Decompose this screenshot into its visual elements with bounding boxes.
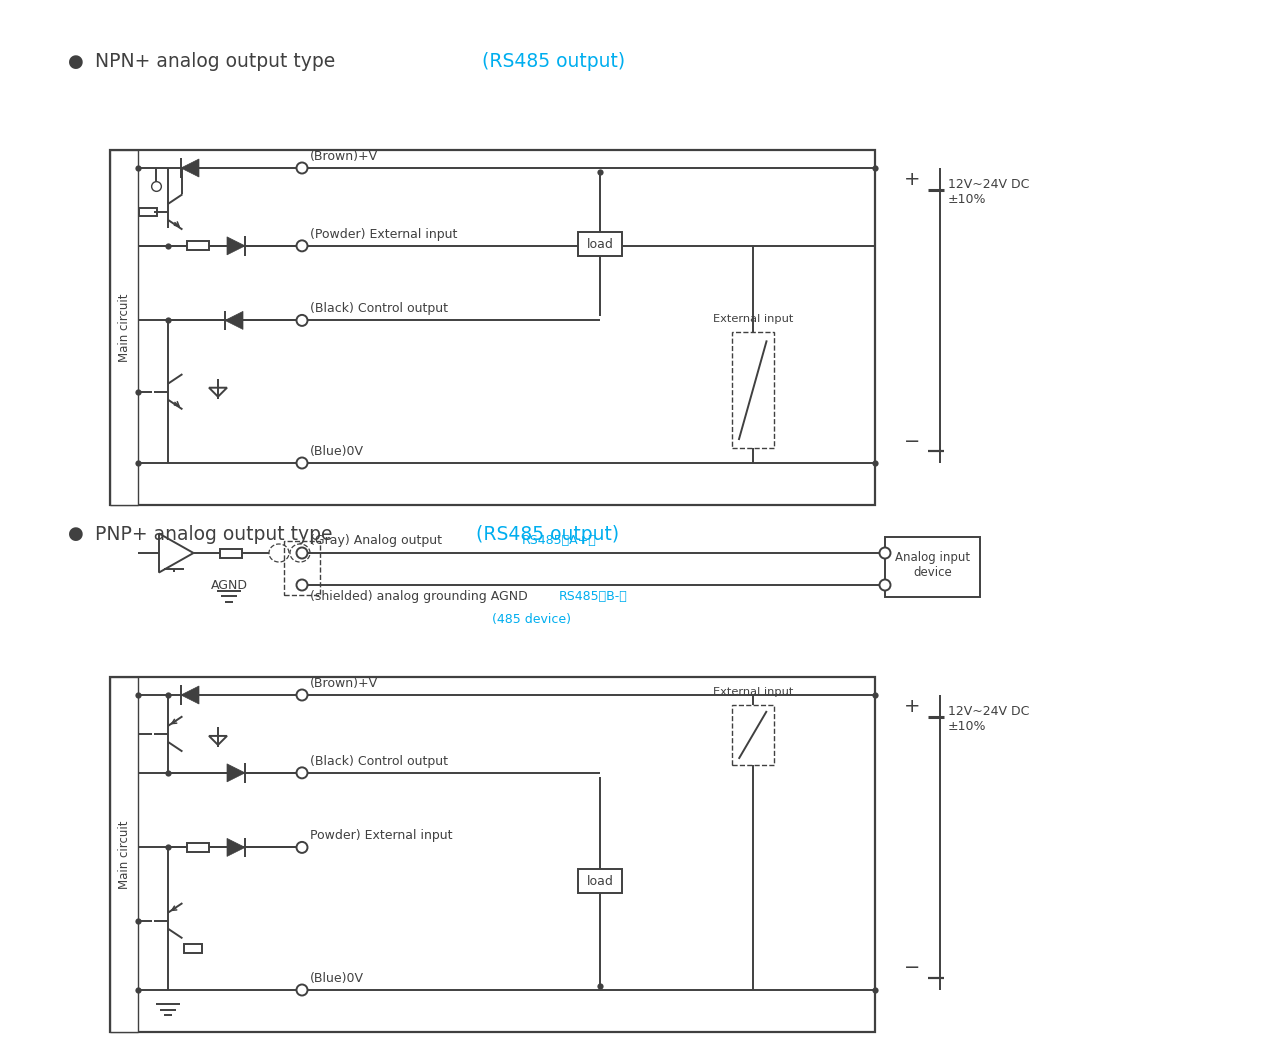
- Text: +: +: [903, 170, 920, 189]
- Bar: [578, 869, 622, 894]
- Circle shape: [296, 985, 307, 995]
- Bar: [285, 541, 320, 595]
- Polygon shape: [226, 763, 245, 782]
- Circle shape: [296, 842, 307, 853]
- Bar: [183, 944, 202, 953]
- Text: External input: External input: [712, 314, 793, 324]
- Text: (RS485 output): (RS485 output): [471, 52, 625, 71]
- Text: (RS485 output): (RS485 output): [471, 525, 619, 544]
- Text: (Brown)+V: (Brown)+V: [310, 150, 378, 163]
- Polygon shape: [226, 838, 245, 857]
- Bar: [731, 333, 774, 448]
- Text: +: +: [903, 697, 920, 716]
- Text: Main circuit: Main circuit: [118, 293, 130, 362]
- Text: Powder) External input: Powder) External input: [310, 830, 453, 842]
- Circle shape: [296, 163, 307, 173]
- Circle shape: [879, 580, 891, 590]
- Bar: [578, 232, 622, 256]
- Text: PNP+ analog output type: PNP+ analog output type: [95, 525, 333, 544]
- Polygon shape: [226, 237, 245, 255]
- Circle shape: [296, 240, 307, 251]
- Text: 12V~24V DC
±10%: 12V~24V DC ±10%: [947, 178, 1030, 206]
- Text: Main circuit: Main circuit: [118, 820, 130, 888]
- Text: load: load: [587, 237, 614, 251]
- Text: (Brown)+V: (Brown)+V: [310, 677, 378, 690]
- Bar: [220, 548, 242, 558]
- Bar: [731, 705, 774, 764]
- Circle shape: [296, 580, 307, 590]
- Polygon shape: [225, 312, 243, 330]
- Circle shape: [296, 458, 307, 468]
- Text: (485 device): (485 device): [492, 613, 572, 626]
- Text: −: −: [903, 432, 920, 450]
- Circle shape: [296, 315, 307, 326]
- Circle shape: [879, 547, 891, 559]
- Circle shape: [296, 768, 307, 778]
- Text: RS485（B-）: RS485（B-）: [559, 590, 627, 603]
- Text: 12V~24V DC
±10%: 12V~24V DC ±10%: [947, 705, 1030, 733]
- Text: External input: External input: [712, 687, 793, 697]
- Text: RS485（A+）: RS485（A+）: [522, 534, 597, 547]
- Bar: [886, 537, 980, 597]
- Text: (Blue)0V: (Blue)0V: [310, 445, 364, 458]
- Text: (Powder) External input: (Powder) External input: [310, 228, 458, 240]
- Bar: [110, 677, 875, 1032]
- Text: (Black) Control output: (Black) Control output: [310, 302, 448, 315]
- Text: −: −: [903, 959, 920, 978]
- Text: (Gray) Analog output: (Gray) Analog output: [310, 534, 441, 547]
- Bar: [139, 208, 157, 216]
- Text: NPN+ analog output type: NPN+ analog output type: [95, 52, 335, 71]
- Bar: [187, 242, 209, 250]
- Bar: [110, 677, 138, 1032]
- Bar: [110, 150, 138, 505]
- Circle shape: [296, 547, 307, 559]
- Text: (Black) Control output: (Black) Control output: [310, 755, 448, 768]
- Circle shape: [296, 690, 307, 700]
- Text: ●: ●: [68, 525, 83, 543]
- Polygon shape: [181, 686, 199, 704]
- Text: ●: ●: [68, 52, 83, 71]
- Text: (shielded) analog grounding AGND: (shielded) analog grounding AGND: [310, 590, 528, 603]
- Text: load: load: [587, 875, 614, 888]
- Bar: [110, 150, 875, 505]
- Polygon shape: [181, 159, 199, 177]
- Text: AGND: AGND: [210, 579, 248, 592]
- Text: Analog input
device: Analog input device: [894, 551, 970, 579]
- Bar: [187, 843, 209, 852]
- Text: (Blue)0V: (Blue)0V: [310, 972, 364, 985]
